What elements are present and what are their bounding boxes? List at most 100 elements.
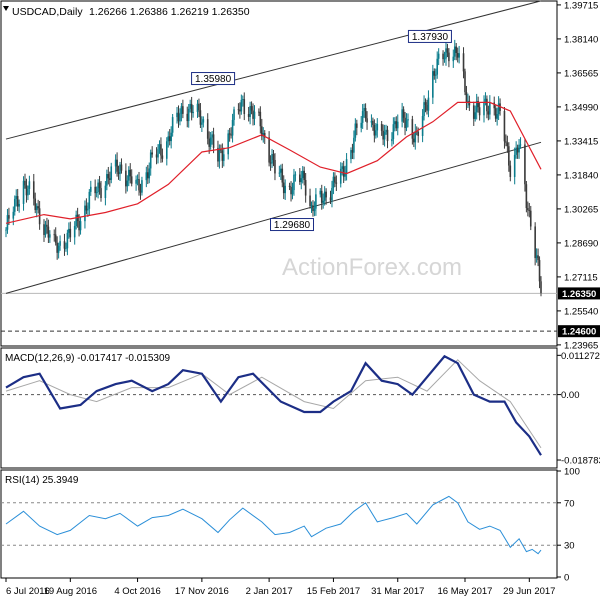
candle-body: [524, 144, 526, 185]
candle-body: [497, 103, 500, 115]
candle-body: [436, 58, 439, 75]
candle-body: [196, 103, 199, 112]
rsi-panel-frame: [0, 469, 558, 579]
macd-panel-frame: [0, 347, 558, 469]
candle-body: [487, 111, 490, 115]
candle-body: [66, 232, 69, 249]
candle-body: [375, 130, 377, 136]
candle-body: [85, 205, 88, 211]
candle-body: [57, 245, 60, 253]
support-price-tag: [558, 325, 600, 338]
price-tick-label: 1.27115: [564, 272, 598, 283]
candle-body: [258, 111, 260, 113]
rsi-layer: 100 70 30 0: [1, 467, 580, 584]
candle-body: [281, 168, 284, 183]
candle-body: [351, 150, 354, 153]
price-tick-label: 1.38140: [564, 34, 598, 45]
candle-body: [120, 164, 123, 171]
candle-body: [243, 99, 246, 115]
macd-tick-label: -0.018783: [561, 456, 600, 467]
annotation-label: 1.29680: [274, 220, 311, 231]
candle-body: [116, 159, 118, 172]
candle-body: [114, 159, 117, 167]
candle-body: [303, 170, 305, 181]
candle-body: [315, 194, 317, 209]
annotation-box: [270, 218, 315, 232]
candle-body: [263, 133, 266, 138]
candle-body: [540, 281, 542, 293]
candle-body: [151, 152, 153, 155]
rsi-tick-label: 70: [564, 498, 575, 509]
candle-body: [253, 111, 256, 119]
candle-body: [452, 56, 455, 62]
candle-body: [394, 121, 396, 125]
candle-body: [179, 114, 181, 122]
candle-body: [135, 179, 137, 184]
candle-body: [426, 104, 428, 111]
macd-line: [5, 354, 542, 456]
rsi-line: [5, 495, 542, 555]
candle-body: [212, 134, 215, 148]
candle-body: [370, 120, 373, 123]
candle-body: [506, 142, 509, 147]
candle-body: [483, 102, 485, 116]
candle-body: [46, 224, 48, 227]
candle-body: [73, 225, 76, 238]
candle-body: [372, 120, 374, 125]
candle-body: [187, 108, 190, 122]
candle-body: [284, 185, 286, 194]
candle-body: [127, 169, 130, 181]
candle-body: [190, 103, 193, 114]
candle-body: [49, 234, 51, 238]
candle-body: [228, 133, 231, 135]
candle-body: [345, 159, 348, 174]
annotation-box: [407, 29, 452, 43]
candle-body: [456, 52, 459, 58]
candle-body: [47, 226, 50, 238]
candle-body: [44, 224, 47, 235]
candle-body: [15, 196, 18, 200]
candle-body: [392, 124, 395, 140]
candle-body: [301, 170, 304, 179]
candle-body: [129, 169, 132, 177]
price-annotations: 1.35980 1.37930 1.29680: [191, 29, 452, 232]
candle-body: [78, 220, 80, 231]
candle-body: [341, 166, 344, 169]
candle-body: [383, 132, 386, 140]
price-tick-label: 1.30265: [564, 204, 598, 215]
candle-body: [423, 102, 425, 117]
candle-body: [486, 98, 488, 112]
candle-body: [300, 178, 303, 183]
candle-body: [493, 102, 496, 109]
price-tick-label: 1.28690: [564, 238, 598, 249]
candle-body: [126, 180, 129, 187]
current-price-tag: [558, 287, 600, 300]
candle-body: [380, 123, 383, 131]
channel-upper-line: [5, 0, 542, 140]
candle-body: [89, 186, 92, 192]
macd-title: MACD(12,26,9) -0.017417 -0.015309: [5, 353, 171, 364]
candle-body: [309, 195, 311, 206]
macd-layer: 0.011272 0.00 -0.018783: [1, 351, 600, 467]
candle-body: [223, 154, 225, 161]
candle-body: [291, 190, 294, 195]
candle-body: [125, 170, 127, 187]
candle-body: [59, 241, 61, 246]
candle-body: [453, 46, 456, 57]
candle-body: [269, 162, 272, 164]
candle-body: [136, 179, 139, 180]
candlestick-series: [5, 39, 542, 297]
candle-body: [192, 111, 194, 114]
candle-body: [161, 155, 164, 159]
candle-body: [240, 99, 243, 112]
candle-body: [211, 134, 213, 138]
candle-body: [233, 109, 235, 120]
candle-body: [527, 208, 529, 211]
candle-body: [13, 199, 16, 212]
candle-body: [475, 100, 478, 113]
candle-body: [65, 248, 67, 250]
candle-body: [339, 168, 342, 184]
